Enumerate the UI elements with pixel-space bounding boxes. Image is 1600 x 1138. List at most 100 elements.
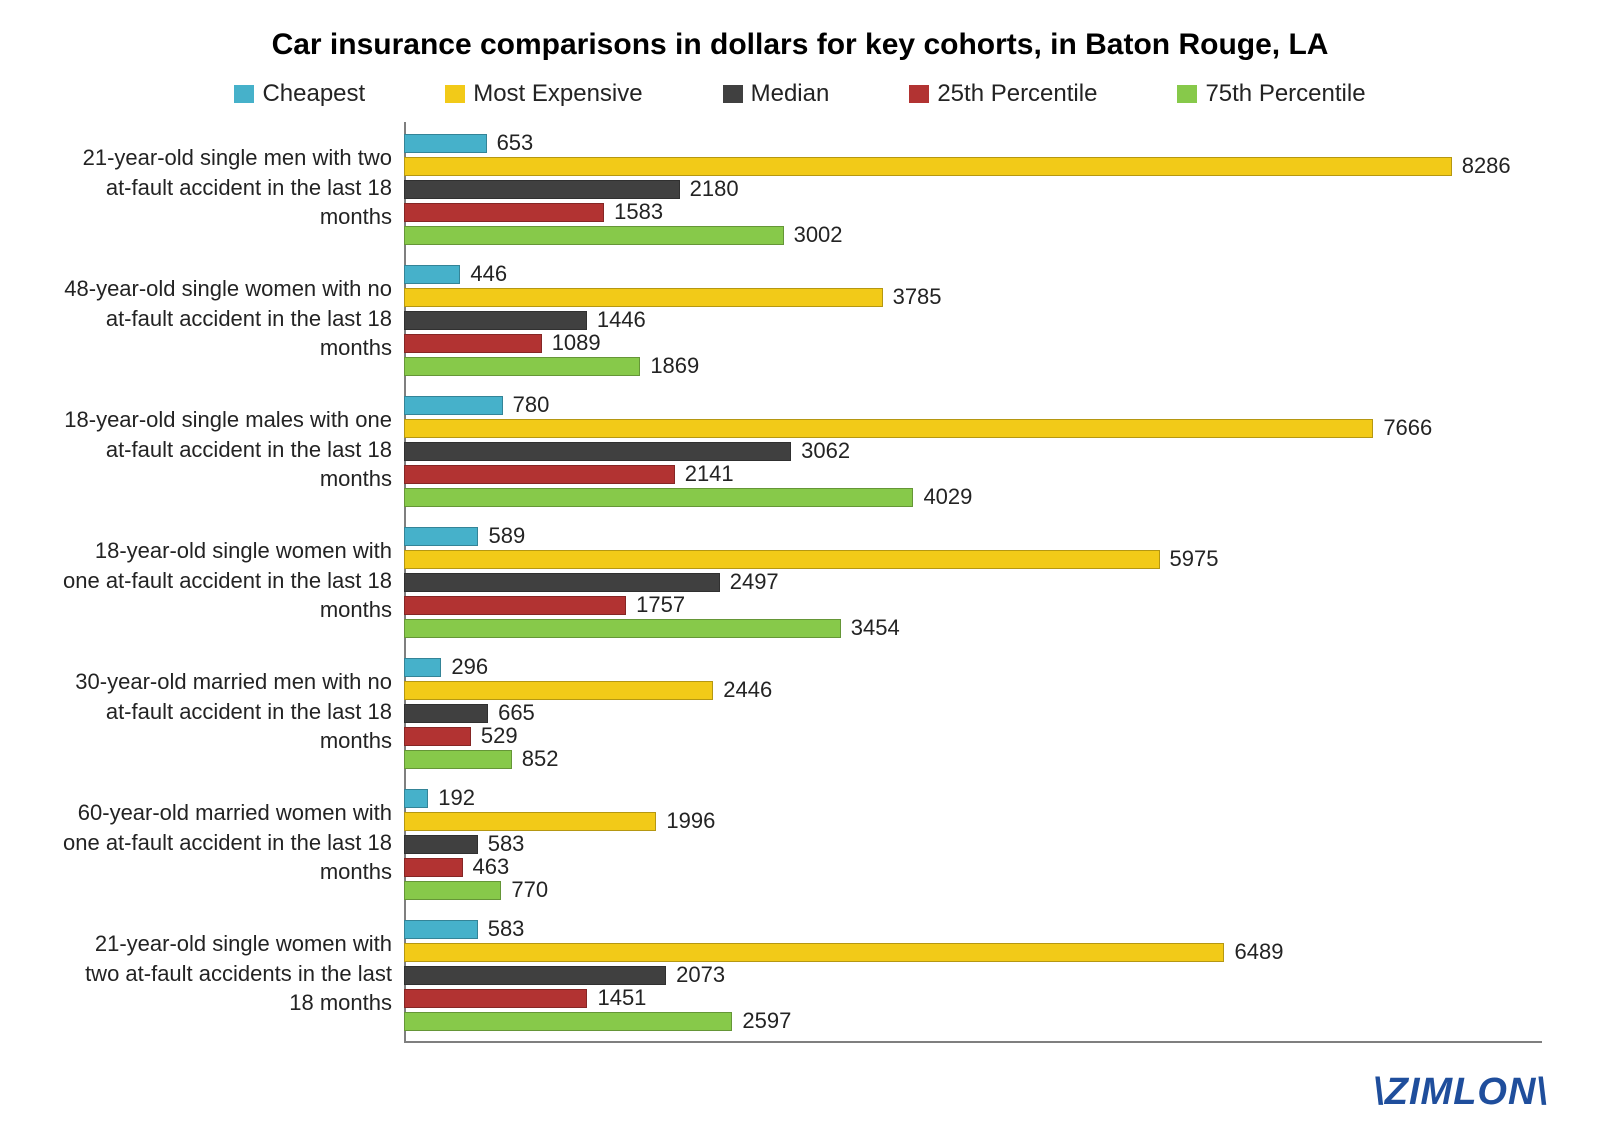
bar-line: 8286 xyxy=(404,155,1544,177)
bar-expensive xyxy=(404,419,1373,438)
brand-logo: \ZIMLON\ xyxy=(1373,1071,1548,1114)
bar-line: 653 xyxy=(404,132,1544,154)
bar-line: 1757 xyxy=(404,594,1544,616)
bar-cheapest xyxy=(404,920,478,939)
bar-line: 665 xyxy=(404,702,1544,724)
bar-value: 296 xyxy=(451,654,488,680)
bar-expensive xyxy=(404,157,1452,176)
bar-value: 589 xyxy=(488,523,525,549)
bar-value: 3454 xyxy=(851,615,900,641)
bar-line: 3002 xyxy=(404,224,1544,246)
legend-swatch-expensive xyxy=(445,85,465,103)
bar-median xyxy=(404,704,488,723)
legend-label-median: Median xyxy=(751,80,830,108)
chart-plot: 21-year-old single men with two at-fault… xyxy=(62,122,1560,1061)
bar-value: 1583 xyxy=(614,199,663,225)
bar-line: 780 xyxy=(404,394,1544,416)
bar-cheapest xyxy=(404,527,478,546)
bar-line: 192 xyxy=(404,787,1544,809)
bar-p25 xyxy=(404,203,604,222)
category-row: 30-year-old married men with no at-fault… xyxy=(62,646,1560,777)
bar-value: 1757 xyxy=(636,592,685,618)
category-row: 60-year-old married women with one at-fa… xyxy=(62,777,1560,908)
bar-value: 1869 xyxy=(650,353,699,379)
bar-line: 3454 xyxy=(404,617,1544,639)
bar-line: 5975 xyxy=(404,548,1544,570)
category-label: 60-year-old married women with one at-fa… xyxy=(62,777,404,908)
bar-value: 2497 xyxy=(730,569,779,595)
category-label: 18-year-old single males with one at-fau… xyxy=(62,384,404,515)
bar-value: 583 xyxy=(488,916,525,942)
bar-group: 6538286 2180 15833002 xyxy=(404,122,1544,253)
legend-swatch-p75 xyxy=(1177,85,1197,103)
bar-value: 1996 xyxy=(666,808,715,834)
bar-p25 xyxy=(404,989,587,1008)
bar-value: 1089 xyxy=(552,330,601,356)
category-row: 18-year-old single women with one at-fau… xyxy=(62,515,1560,646)
bar-value: 2446 xyxy=(723,677,772,703)
bar-cheapest xyxy=(404,789,428,808)
bar-value: 1446 xyxy=(597,307,646,333)
category-row: 18-year-old single males with one at-fau… xyxy=(62,384,1560,515)
bar-value: 3785 xyxy=(893,284,942,310)
bar-median xyxy=(404,966,666,985)
legend-swatch-cheapest xyxy=(234,85,254,103)
bar-line: 770 xyxy=(404,879,1544,901)
bar-line: 3785 xyxy=(404,286,1544,308)
category-label: 21-year-old single men with two at-fault… xyxy=(62,122,404,253)
category-label: 30-year-old married men with no at-fault… xyxy=(62,646,404,777)
legend-label-p25: 25th Percentile xyxy=(937,80,1097,108)
bar-cheapest xyxy=(404,658,441,677)
bar-group: 1921996583463770 xyxy=(404,777,1544,908)
bar-p75 xyxy=(404,881,501,900)
bar-value: 6489 xyxy=(1234,939,1283,965)
bar-line: 2141 xyxy=(404,463,1544,485)
bar-line: 2497 xyxy=(404,571,1544,593)
legend-label-expensive: Most Expensive xyxy=(473,80,642,108)
bar-value: 770 xyxy=(511,877,548,903)
bar-line: 7666 xyxy=(404,417,1544,439)
bar-expensive xyxy=(404,288,883,307)
bar-p75 xyxy=(404,750,512,769)
legend-label-cheapest: Cheapest xyxy=(262,80,365,108)
legend-item-expensive: Most Expensive xyxy=(445,80,642,108)
bar-line: 583 xyxy=(404,833,1544,855)
bar-p25 xyxy=(404,465,675,484)
bar-p25 xyxy=(404,596,626,615)
bar-line: 2597 xyxy=(404,1010,1544,1032)
bar-value: 5975 xyxy=(1170,546,1219,572)
bar-value: 7666 xyxy=(1383,415,1432,441)
bar-median xyxy=(404,311,587,330)
category-row: 21-year-old single men with two at-fault… xyxy=(62,122,1560,253)
bar-line: 1583 xyxy=(404,201,1544,223)
chart-container: Car insurance comparisons in dollars for… xyxy=(0,0,1600,1138)
bar-value: 8286 xyxy=(1462,153,1511,179)
category-label: 21-year-old single women with two at-fau… xyxy=(62,908,404,1039)
bar-value: 4029 xyxy=(923,484,972,510)
bar-value: 780 xyxy=(513,392,550,418)
bar-line: 529 xyxy=(404,725,1544,747)
bar-value: 192 xyxy=(438,785,475,811)
bar-group: 589 5975 2497 1757 3454 xyxy=(404,515,1544,646)
bar-value: 3062 xyxy=(801,438,850,464)
bar-group: 296 2446665529852 xyxy=(404,646,1544,777)
bar-value: 2180 xyxy=(690,176,739,202)
bar-p25 xyxy=(404,858,463,877)
bar-line: 852 xyxy=(404,748,1544,770)
legend-swatch-p25 xyxy=(909,85,929,103)
bar-cheapest xyxy=(404,265,460,284)
bar-line: 6489 xyxy=(404,941,1544,963)
bar-p75 xyxy=(404,226,784,245)
bar-value: 529 xyxy=(481,723,518,749)
bar-line: 1089 xyxy=(404,332,1544,354)
legend-label-p75: 75th Percentile xyxy=(1205,80,1365,108)
bar-line: 1996 xyxy=(404,810,1544,832)
category-row: 48-year-old single women with no at-faul… xyxy=(62,253,1560,384)
bar-expensive xyxy=(404,681,713,700)
bar-median xyxy=(404,442,791,461)
chart-title: Car insurance comparisons in dollars for… xyxy=(40,28,1560,62)
legend-item-p75: 75th Percentile xyxy=(1177,80,1365,108)
legend-item-median: Median xyxy=(723,80,830,108)
bar-line: 296 xyxy=(404,656,1544,678)
legend-swatch-median xyxy=(723,85,743,103)
